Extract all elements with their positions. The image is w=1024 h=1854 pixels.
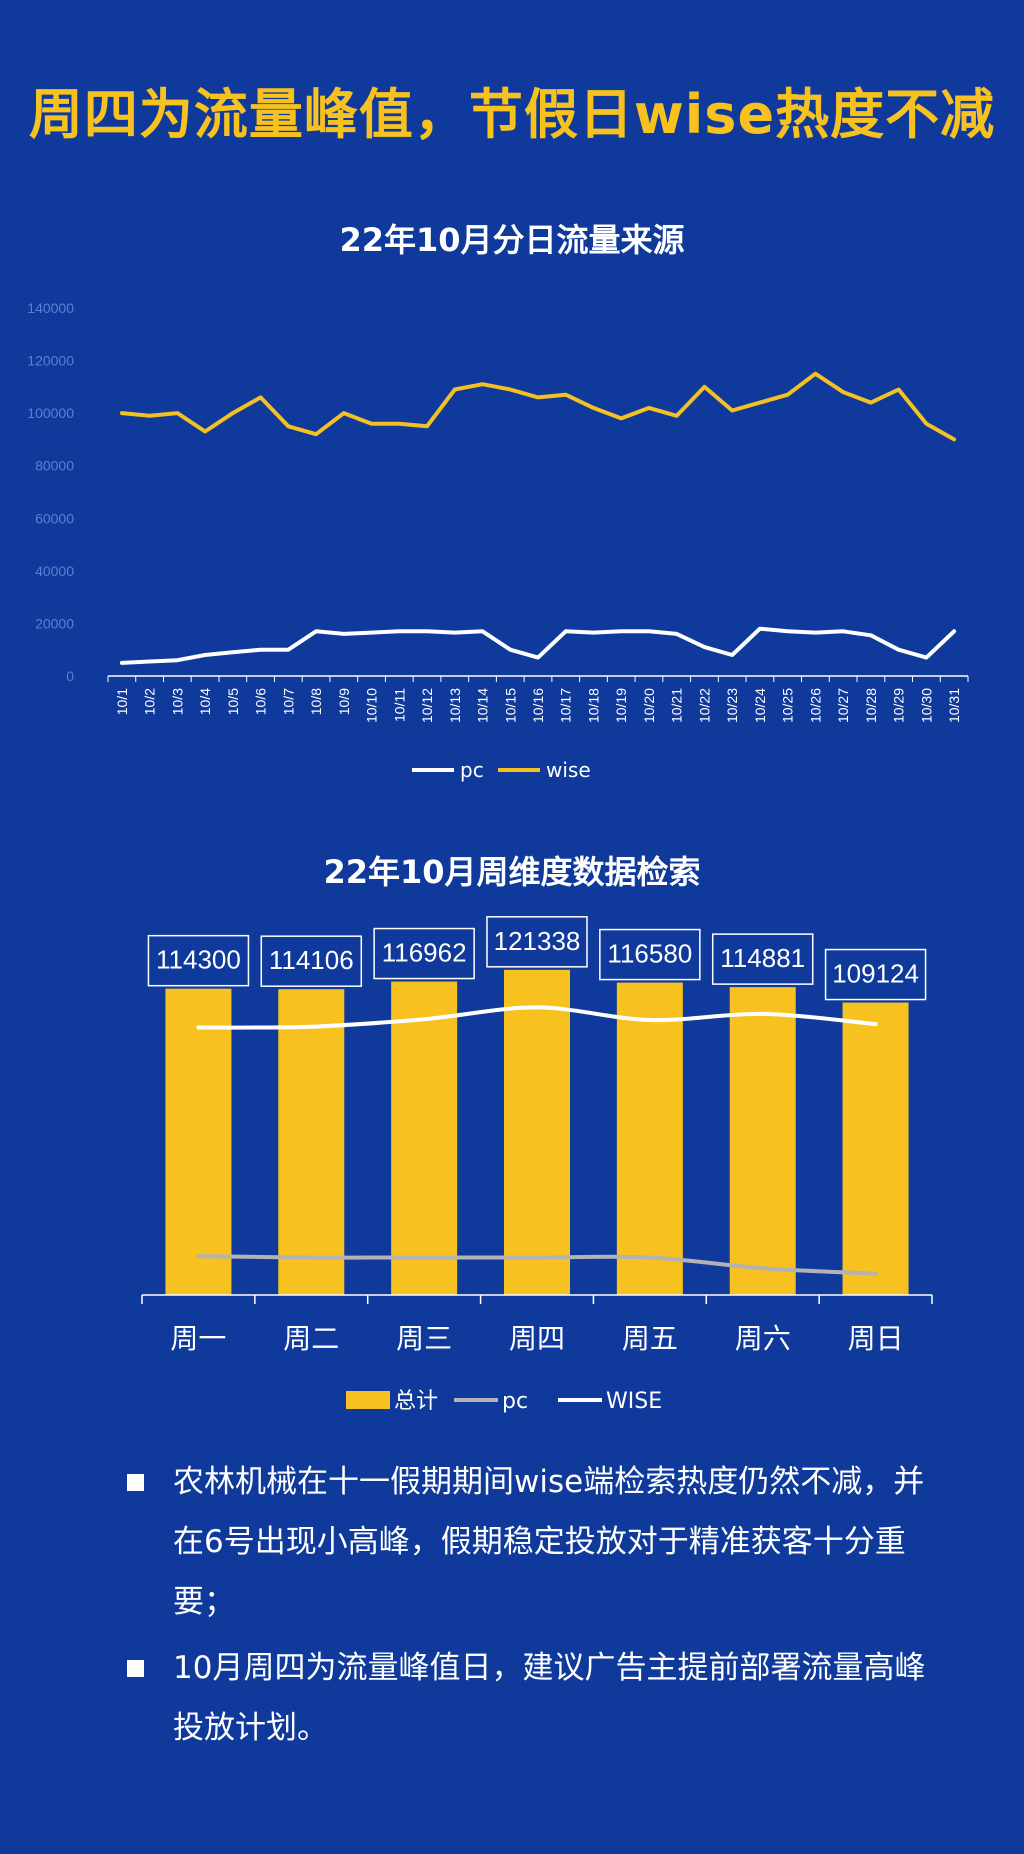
x-tick-label: 10/29 xyxy=(891,688,907,723)
legend-label-总计: 总计 xyxy=(394,1389,438,1414)
bar-周二 xyxy=(278,989,345,1295)
data-label: 116580 xyxy=(607,939,692,969)
headline: 周四为流量峰值，节假日wise热度不减 xyxy=(28,83,996,146)
y-tick-label: 100000 xyxy=(27,405,74,421)
weekly-chart-title: 22年10月周维度数据检索 xyxy=(323,853,701,891)
note-text: 10月周四为流量峰值日，建议广告主提前部署流量高峰投放计划。 xyxy=(173,1650,926,1746)
bar-周四 xyxy=(504,969,570,1295)
x-tick-label: 10/1 xyxy=(114,688,130,715)
x-tick-label: 10/5 xyxy=(225,688,241,715)
x-tick-label: 10/6 xyxy=(253,688,269,715)
x-tick-label: 周四 xyxy=(509,1322,565,1355)
legend-label-wise: wise xyxy=(546,758,591,782)
data-label: 114881 xyxy=(720,943,805,973)
x-tick-label: 10/23 xyxy=(724,688,740,723)
x-tick-label: 10/10 xyxy=(364,688,380,723)
x-tick-label: 10/14 xyxy=(475,688,491,723)
data-label-box xyxy=(260,935,363,987)
x-tick-label: 10/9 xyxy=(336,688,352,715)
legend-label-pc: pc xyxy=(502,1389,528,1414)
weekly-search-chart: 114300 114106 116962 121338 116580 114881 1091… xyxy=(141,916,933,1414)
y-tick-label: 120000 xyxy=(27,353,74,369)
data-label: 109124 xyxy=(832,959,919,989)
x-tick-label: 10/27 xyxy=(835,688,851,723)
x-tick-label: 10/26 xyxy=(807,688,823,723)
x-tick-label: 10/11 xyxy=(391,688,407,722)
y-tick-label: 60000 xyxy=(35,510,74,526)
bar-周一 xyxy=(165,988,232,1295)
data-label-box xyxy=(599,928,701,981)
series-line-pc xyxy=(196,1254,878,1276)
y-tick-label: 0 xyxy=(66,668,74,684)
x-tick-label: 10/24 xyxy=(752,688,768,723)
x-tick-label: 10/28 xyxy=(863,688,879,723)
data-label: 121338 xyxy=(494,926,581,956)
notes-list: 农林机械在十一假期期间wise端检索热度仍然不减，并在6号出现小高峰，假期稳定投… xyxy=(125,1452,945,1758)
x-tick-label: 10/3 xyxy=(169,688,185,715)
bar-周六 xyxy=(729,987,796,1295)
x-tick-label: 周三 xyxy=(396,1322,452,1355)
bullet-square-icon xyxy=(127,1474,144,1491)
legend-swatch-总计 xyxy=(346,1391,390,1409)
data-label-box xyxy=(373,927,475,980)
y-tick-label: 20000 xyxy=(35,615,74,631)
data-label-box xyxy=(711,933,814,985)
note-item: 农林机械在十一假期期间wise端检索热度仍然不减，并在6号出现小高峰，假期稳定投… xyxy=(125,1452,945,1632)
series-line-WISE xyxy=(196,1005,878,1030)
x-tick-label: 10/18 xyxy=(585,688,601,723)
x-tick-label: 10/17 xyxy=(558,688,574,723)
bullet-square-icon xyxy=(127,1660,144,1677)
x-tick-label: 周六 xyxy=(735,1322,791,1355)
bar-周三 xyxy=(391,981,458,1295)
x-tick-label: 10/16 xyxy=(530,688,546,723)
x-tick-label: 周二 xyxy=(283,1322,339,1355)
bar-周日 xyxy=(842,1002,909,1295)
data-label-box xyxy=(486,916,588,968)
x-tick-label: 10/30 xyxy=(918,688,934,723)
x-tick-label: 10/22 xyxy=(696,688,712,723)
daily-traffic-chart: 0 20000 40000 60000 80000 100000 120000 140000 1… xyxy=(27,300,969,782)
y-tick-label: 140000 xyxy=(27,300,74,316)
daily-chart-title: 22年10月分日流量来源 xyxy=(339,221,685,259)
x-tick-label: 10/25 xyxy=(780,688,796,723)
series-line-wise xyxy=(119,371,957,442)
x-tick-label: 10/21 xyxy=(669,688,685,723)
legend-label-pc: pc xyxy=(460,758,484,782)
x-tick-label: 10/31 xyxy=(946,688,962,723)
x-tick-label: 10/7 xyxy=(280,688,296,715)
x-tick-label: 10/13 xyxy=(447,688,463,723)
data-label-box xyxy=(824,948,927,1001)
y-tick-label: 40000 xyxy=(35,563,74,579)
x-tick-label: 10/12 xyxy=(419,688,435,723)
data-label: 114300 xyxy=(156,945,241,975)
x-tick-label: 10/2 xyxy=(142,688,158,715)
x-tick-label: 10/19 xyxy=(613,688,629,723)
legend-label-WISE: WISE xyxy=(606,1389,662,1414)
x-tick-label: 周日 xyxy=(848,1322,904,1355)
x-tick-label: 10/20 xyxy=(641,688,657,723)
x-tick-label: 周一 xyxy=(170,1322,226,1355)
note-text: 农林机械在十一假期期间wise端检索热度仍然不减，并在6号出现小高峰，假期稳定投… xyxy=(173,1464,925,1620)
x-tick-label: 10/15 xyxy=(502,688,518,723)
y-tick-label: 80000 xyxy=(35,458,74,474)
x-tick-label: 10/8 xyxy=(308,688,324,715)
data-label: 116962 xyxy=(382,938,467,968)
bar-周五 xyxy=(616,982,683,1295)
series-line-pc xyxy=(119,626,957,665)
x-tick-label: 周五 xyxy=(622,1322,678,1355)
data-label: 114106 xyxy=(269,945,354,975)
data-label-box xyxy=(147,934,250,987)
x-tick-label: 10/4 xyxy=(197,688,213,715)
note-item: 10月周四为流量峰值日，建议广告主提前部署流量高峰投放计划。 xyxy=(125,1638,945,1758)
